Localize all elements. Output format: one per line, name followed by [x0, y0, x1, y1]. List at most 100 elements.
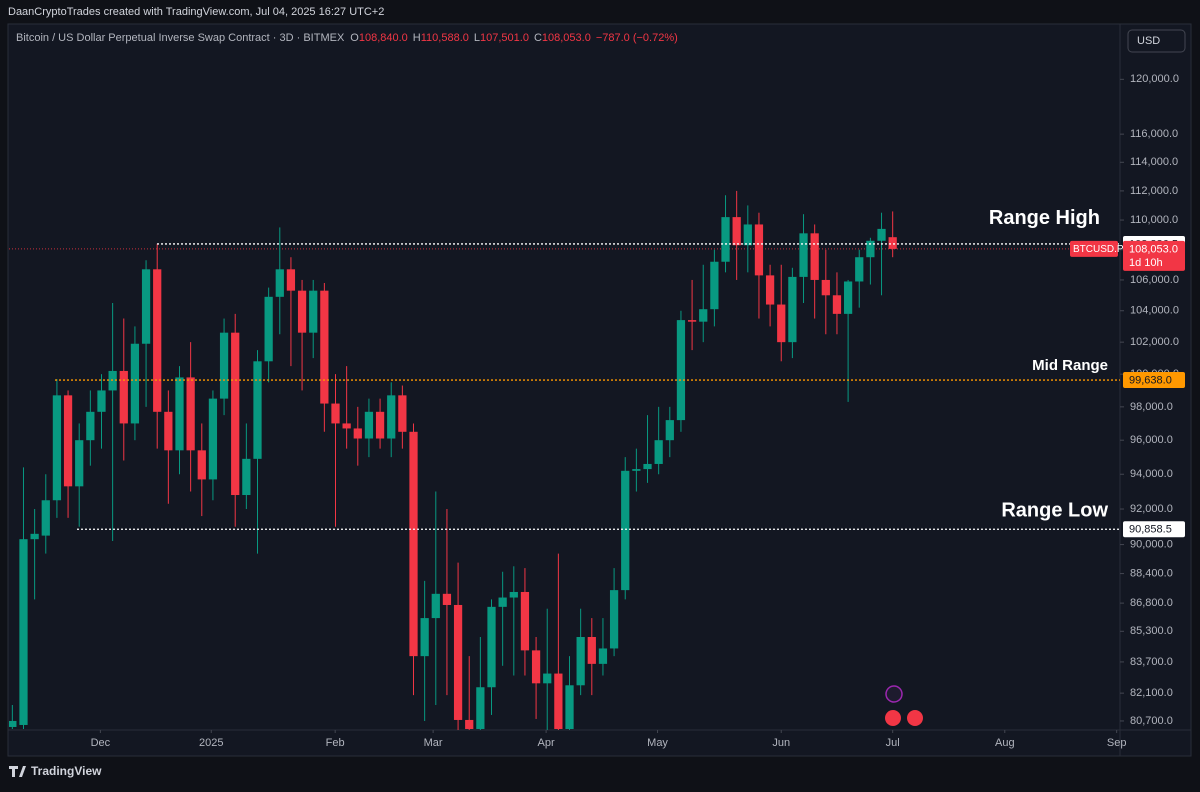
candle-body: [498, 597, 507, 607]
x-tick-label: Jul: [886, 737, 900, 749]
candle-body: [509, 591, 518, 598]
price-label: 90,858.5: [1129, 524, 1172, 536]
candle-body: [331, 403, 340, 424]
last-price-label: 108,053.0: [1129, 243, 1178, 255]
candle-body: [609, 590, 619, 649]
candle-body: [264, 296, 273, 362]
y-tick-label: 85,300.0: [1130, 625, 1173, 637]
candle-body: [409, 431, 418, 657]
y-tick-label: 110,000.0: [1130, 214, 1178, 226]
candle-body: [788, 276, 797, 343]
candle-body: [721, 217, 730, 262]
x-tick-label: Sep: [1107, 737, 1127, 749]
candle-body: [732, 217, 741, 246]
candle-body: [565, 685, 574, 729]
y-tick-label: 92,000.0: [1130, 503, 1173, 515]
y-tick-label: 114,000.0: [1130, 156, 1178, 168]
candle-body: [175, 377, 184, 451]
y-tick-label: 80,700.0: [1130, 715, 1173, 727]
candle-body: [676, 320, 686, 421]
y-tick-label: 104,000.0: [1130, 305, 1179, 317]
candle-body: [19, 539, 28, 725]
level-annotation: Mid Range: [1032, 357, 1108, 374]
x-tick-label: Apr: [538, 737, 555, 749]
candle-body: [286, 269, 296, 291]
x-tick-label: Aug: [995, 737, 1015, 749]
event-icon[interactable]: [885, 710, 901, 726]
candle-body: [866, 240, 875, 258]
legend-label: O: [350, 32, 359, 44]
candle-body: [52, 395, 62, 501]
candle-body: [353, 428, 362, 439]
candle-body: [231, 332, 240, 496]
brand: TradingView: [31, 764, 102, 778]
y-tick-label: 112,000.0: [1130, 185, 1178, 197]
candle-body: [119, 370, 128, 424]
currency-button[interactable]: [1127, 29, 1186, 53]
candle-body: [531, 650, 541, 684]
candle-body: [297, 290, 307, 333]
candle-body: [41, 500, 50, 536]
level-annotation: Range Low: [1001, 499, 1108, 521]
candle-body: [476, 687, 485, 729]
candle-body: [754, 224, 764, 276]
candle-body: [275, 269, 284, 297]
x-tick-label: Dec: [91, 737, 111, 749]
candle-body: [219, 332, 229, 399]
candle-body: [654, 440, 663, 464]
currency-label[interactable]: USD: [1137, 35, 1160, 47]
credit: DaanCryptoTrades created with TradingVie…: [8, 6, 384, 18]
candle-body: [442, 593, 452, 605]
legend-value: 108,053.0: [542, 32, 591, 44]
candle-body: [320, 290, 329, 404]
y-tick-label: 83,700.0: [1130, 656, 1173, 668]
candle-body: [9, 720, 17, 727]
countdown: 1d 10h: [1129, 257, 1163, 269]
event-icon[interactable]: [907, 710, 923, 726]
candle-body: [387, 395, 396, 439]
candle-body: [197, 450, 206, 480]
candle-body: [309, 290, 318, 333]
candle-body: [398, 395, 407, 432]
candle-body: [420, 618, 429, 657]
candle-body: [342, 423, 351, 429]
candle-body: [765, 275, 775, 305]
candle-body: [453, 604, 463, 720]
candle-body: [587, 637, 596, 664]
candle-body: [164, 411, 173, 451]
legend-change: −787.0 (−0.72%): [596, 32, 678, 44]
y-tick-label: 102,000.0: [1130, 336, 1179, 348]
y-tick-label: 106,000.0: [1130, 274, 1179, 286]
candle-body: [699, 309, 708, 322]
y-tick-label: 90,000.0: [1130, 538, 1173, 550]
candle-body: [687, 320, 697, 322]
candle-body: [520, 591, 530, 651]
candle-body: [141, 269, 151, 344]
candle-body: [576, 637, 585, 686]
candle-body: [621, 470, 630, 591]
legend-value: 110,588.0: [421, 32, 469, 44]
candle-body: [153, 269, 162, 412]
candle-body: [855, 257, 864, 282]
candle-body: [743, 224, 752, 246]
y-tick-label: 120,000.0: [1130, 73, 1179, 85]
symbol-label: BTCUSD.P: [1073, 244, 1124, 255]
candle-body: [431, 593, 440, 619]
legend-label: C: [534, 32, 542, 44]
candle-body: [30, 533, 39, 540]
candle-body: [643, 463, 652, 470]
y-tick-label: 116,000.0: [1130, 128, 1178, 140]
event-icons: [885, 685, 923, 726]
y-tick-label: 88,400.0: [1130, 567, 1173, 579]
event-icon[interactable]: [885, 685, 903, 703]
candle-body: [487, 606, 496, 688]
candle-body: [97, 390, 106, 412]
legend: Bitcoin / US Dollar Perpetual Inverse Sw…: [16, 32, 678, 44]
candle-body: [632, 469, 641, 471]
price-label-box: [1123, 372, 1185, 389]
candle-body: [888, 237, 897, 249]
y-tick-label: 98,000.0: [1130, 401, 1173, 413]
candle-body: [554, 673, 563, 729]
y-tick-label: 82,100.0: [1130, 687, 1173, 699]
